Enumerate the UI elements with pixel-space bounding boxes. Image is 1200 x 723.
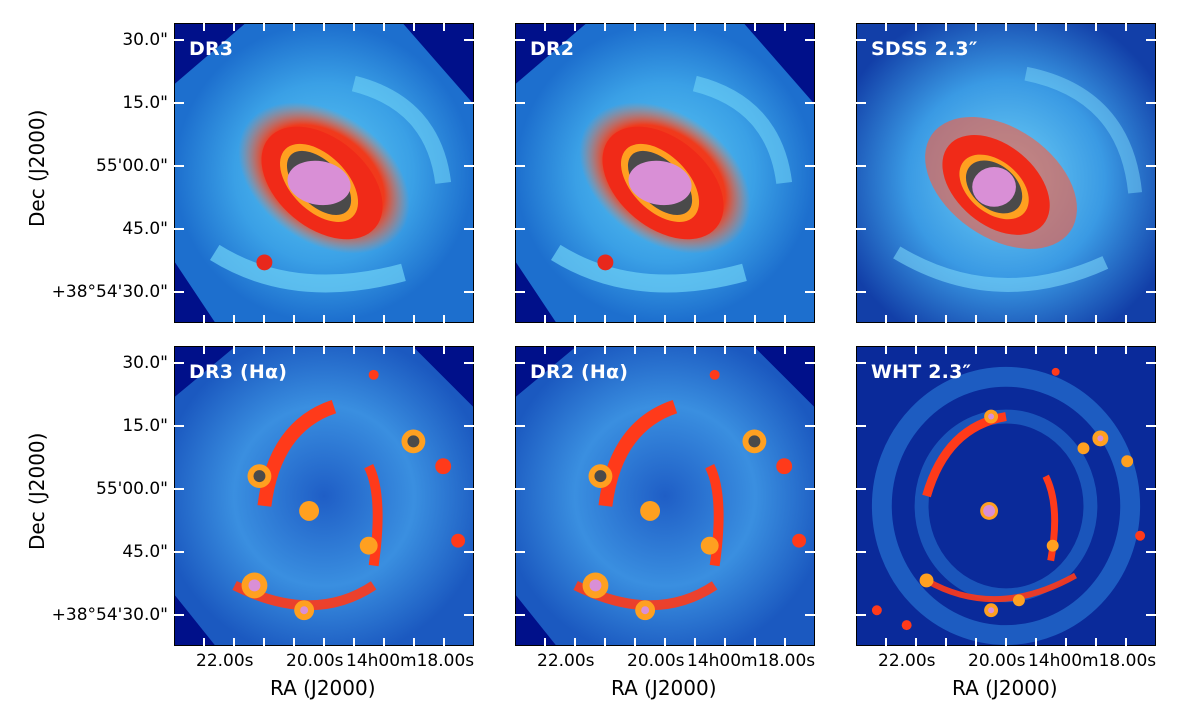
panel-dr3: DR3 <box>174 23 474 323</box>
x-tick-label: 22.00s <box>196 651 254 671</box>
halpha-image-dr2 <box>516 347 814 645</box>
x-axis-title: RA (J2000) <box>952 676 1058 700</box>
x-tick-label: 14h00m18.00s <box>1028 651 1157 671</box>
panel-label: WHT 2.3″ <box>871 361 972 383</box>
y-tick-label: 30.0" <box>122 353 168 373</box>
y-tick-label: +38°54'30.0" <box>51 282 168 302</box>
halpha-image-wht <box>857 347 1155 645</box>
halpha-image-dr3 <box>175 347 473 645</box>
y-tick-label: 15.0" <box>122 93 168 113</box>
x-tick-label: 14h00m18.00s <box>346 651 475 671</box>
panel-wht: WHT 2.3″ <box>856 346 1156 646</box>
galaxy-image-dr2 <box>516 24 814 322</box>
panel-dr2: DR2 <box>515 23 815 323</box>
y-axis-title: Dec (J2000) <box>25 432 49 550</box>
galaxy-image-dr3 <box>175 24 473 322</box>
y-tick-label: 30.0" <box>122 30 168 50</box>
panel-sdss: SDSS 2.3″ <box>856 23 1156 323</box>
y-tick-label: 15.0" <box>122 416 168 436</box>
x-tick-label: 22.00s <box>878 651 936 671</box>
panel-label: DR2 <box>530 38 575 60</box>
x-tick-label: 20.00s <box>627 651 685 671</box>
panel-label: SDSS 2.3″ <box>871 38 978 60</box>
x-tick-label: 20.00s <box>286 651 344 671</box>
panel-label: DR3 <box>189 38 234 60</box>
panel-dr2-halpha: DR2 (Hα) <box>515 346 815 646</box>
y-tick-label: 45.0" <box>122 219 168 239</box>
x-tick-label: 14h00m18.00s <box>687 651 816 671</box>
y-tick-label: 55'00.0" <box>96 479 168 499</box>
x-tick-label: 20.00s <box>968 651 1026 671</box>
panel-label: DR3 (Hα) <box>189 361 288 383</box>
x-axis-title: RA (J2000) <box>270 676 376 700</box>
galaxy-image-sdss <box>857 24 1155 322</box>
x-axis-title: RA (J2000) <box>611 676 717 700</box>
panel-label: DR2 (Hα) <box>530 361 629 383</box>
y-tick-label: 55'00.0" <box>96 156 168 176</box>
y-axis-title: Dec (J2000) <box>25 109 49 227</box>
x-tick-label: 22.00s <box>537 651 595 671</box>
panel-dr3-halpha: DR3 (Hα) <box>174 346 474 646</box>
y-tick-label: 45.0" <box>122 542 168 562</box>
y-tick-label: +38°54'30.0" <box>51 605 168 625</box>
